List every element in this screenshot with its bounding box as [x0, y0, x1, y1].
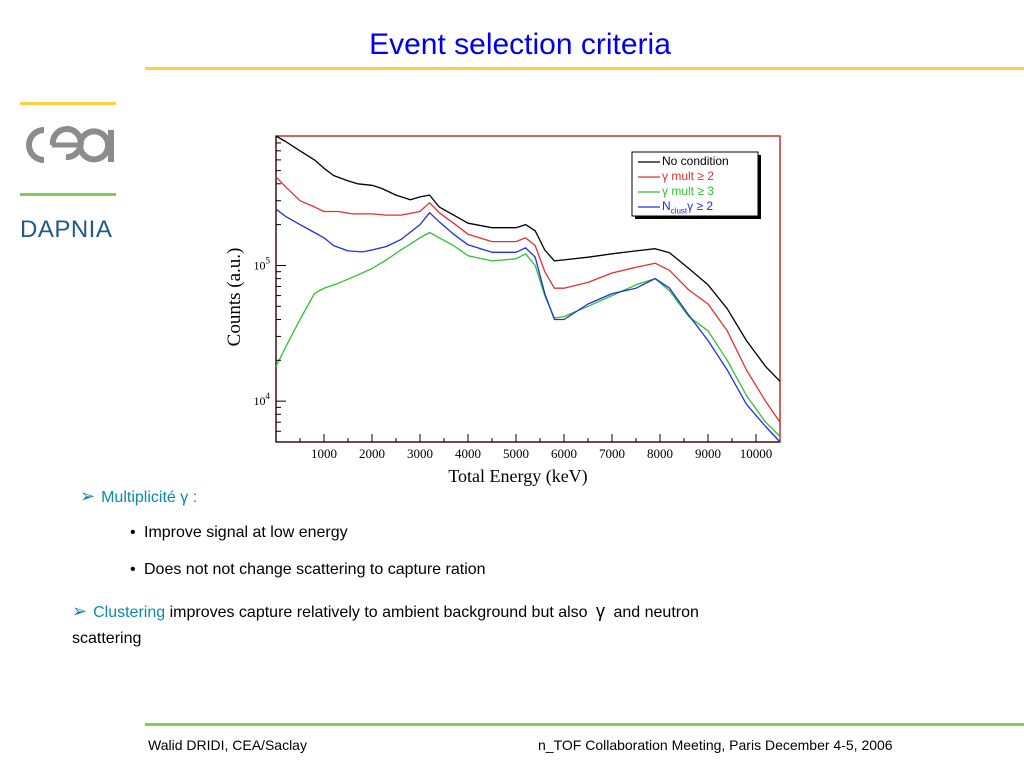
logo-divider-bottom [20, 193, 116, 196]
legend-entry: γ mult ≥ 3 [662, 184, 714, 198]
legend-label: No condition [662, 154, 729, 168]
series-line-3 [275, 231, 781, 437]
legend-label: γ mult ≥ 2 [662, 169, 714, 183]
dot-bullet-icon: • [130, 561, 136, 578]
bullet-multiplicity: ➢ Multiplicité γ : [80, 486, 197, 507]
arrow-bullet-icon: ➢ [80, 486, 96, 506]
bullet-clustering: ➢ Clustering improves capture relatively … [72, 598, 892, 652]
energy-spectrum-chart: 1000 2000 3000 4000 5000 6000 7000 8000 9000 1000… [224, 135, 781, 487]
legend-entry: No condition [662, 154, 729, 168]
x-tick-label: 9000 [695, 446, 721, 461]
sub-bullet-1: • Improve signal at low energy [130, 524, 348, 542]
footer-meeting: n_TOF Collaboration Meeting, Paris Decem… [538, 737, 893, 753]
sub-bullet-text: Does not not change scattering to captur… [144, 561, 486, 578]
clustering-text-line2: scattering [72, 630, 142, 647]
x-axis-label: Total Energy (keV) [448, 466, 587, 487]
slide-title: Event selection criteria [369, 28, 671, 61]
gamma-symbol: γ [180, 489, 189, 506]
title-divider [145, 67, 1024, 70]
y-tick-label: 105 [254, 255, 271, 272]
clustering-text-after: and neutron [613, 604, 699, 621]
legend-box [631, 151, 759, 217]
multiplicity-label: Multiplicité [101, 489, 176, 506]
clustering-text: improves capture relatively to ambient b… [169, 604, 588, 621]
legend-entry: Nclustγ ≥ 2 [662, 199, 714, 214]
series-line-4 [275, 208, 781, 443]
multiplicity-suffix: : [192, 489, 198, 506]
series-line-1 [275, 135, 781, 382]
x-tick-label: 10000 [740, 446, 773, 461]
sub-bullet-text: Improve signal at low energy [144, 524, 348, 541]
x-tick-label: 1000 [311, 446, 337, 461]
legend-label: Nclustγ ≥ 2 [662, 199, 714, 214]
x-tick-label: 8000 [647, 446, 673, 461]
cea-logo-icon [26, 126, 114, 163]
x-tick-label: 2000 [359, 446, 385, 461]
x-tick-label: 4000 [455, 446, 481, 461]
x-tick-label: 5000 [503, 446, 529, 461]
y-tick-label: 104 [254, 391, 271, 408]
series-line-2 [275, 176, 781, 423]
footer-divider [145, 723, 1024, 726]
logo-divider-top [20, 102, 116, 105]
dot-bullet-icon: • [130, 524, 136, 541]
clustering-label: Clustering [93, 604, 166, 621]
x-tick-label: 6000 [551, 446, 577, 461]
sub-bullet-2: • Does not not change scattering to captu… [130, 561, 486, 579]
x-tick-label: 3000 [407, 446, 433, 461]
org-name: DAPNIA [20, 216, 113, 243]
x-tick-label: 7000 [599, 446, 625, 461]
legend-label: γ mult ≥ 3 [662, 184, 714, 198]
legend-entry: γ mult ≥ 2 [662, 169, 714, 183]
arrow-bullet-icon: ➢ [72, 601, 88, 621]
footer-author: Walid DRIDI, CEA/Saclay [148, 737, 307, 753]
y-axis-label: Counts (a.u.) [224, 248, 245, 347]
gamma-symbol: γ [596, 601, 606, 621]
